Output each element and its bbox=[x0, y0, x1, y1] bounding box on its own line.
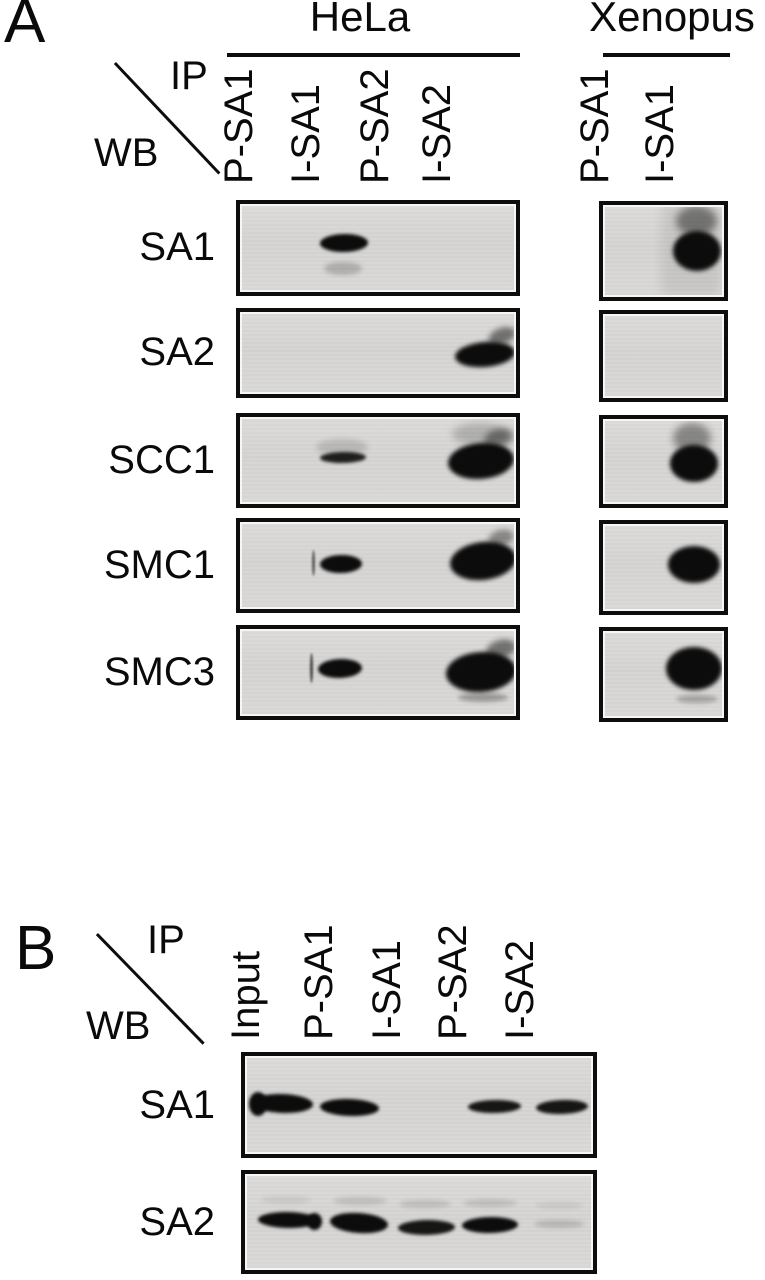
blot-a-hela-SCC1 bbox=[236, 413, 520, 508]
membrane-a-hela-SMC1 bbox=[242, 524, 514, 607]
band-SA2-P-SA1 bbox=[329, 1211, 389, 1235]
band-SA1-I-SA1 bbox=[673, 231, 721, 271]
membrane-a-xenopus-SCC1 bbox=[605, 421, 722, 502]
wb-row-label-SCC1: SCC1 bbox=[108, 438, 215, 482]
blot-b-SA1 bbox=[241, 1052, 597, 1158]
band-SMC1-I-SA1 bbox=[312, 550, 315, 576]
band-SCC1-I-SA2 bbox=[446, 440, 514, 482]
blot-a-xenopus-SMC3 bbox=[599, 627, 728, 722]
panel-a-ip-label: IP bbox=[170, 54, 208, 98]
panel-a-letter: A bbox=[4, 0, 46, 56]
band-SA1-I-SA2 bbox=[535, 1099, 589, 1115]
lane-label-hela-P-SA2: P-SA2 bbox=[353, 68, 397, 184]
hela-underline bbox=[227, 53, 520, 57]
band-SA1-I-SA1 bbox=[319, 233, 369, 253]
band-SA2-Input bbox=[307, 1213, 322, 1230]
band-SMC3-I-SA2 bbox=[458, 693, 508, 702]
blot-a-hela-SMC3 bbox=[236, 625, 520, 720]
xenopus-underline bbox=[603, 53, 730, 57]
blot-a-xenopus-SA2 bbox=[599, 310, 728, 402]
wb-row-label-SA1: SA1 bbox=[139, 225, 215, 269]
membrane-a-xenopus-SMC1 bbox=[605, 526, 722, 609]
lane-label-hela-I-SA1: I-SA1 bbox=[284, 83, 328, 184]
lane-label-xenopus-P-SA1: P-SA1 bbox=[573, 68, 617, 184]
wb-row-label-b-SA2: SA2 bbox=[139, 1200, 215, 1244]
band-SMC3-I-SA1 bbox=[317, 658, 363, 679]
blot-a-xenopus-SCC1 bbox=[599, 415, 728, 508]
band-SA2-I-SA1 bbox=[399, 1200, 451, 1208]
band-SA1-P-SA2 bbox=[467, 1099, 522, 1114]
panel-b-wb-label: WB bbox=[86, 1004, 151, 1048]
band-SMC1-I-SA1 bbox=[319, 554, 363, 574]
membrane-a-xenopus-SA1 bbox=[605, 207, 722, 295]
membrane-b-SA2 bbox=[247, 1176, 591, 1268]
wb-row-label-SMC3: SMC3 bbox=[103, 650, 215, 694]
panel-b-letter: B bbox=[15, 914, 57, 983]
blot-b-SA2 bbox=[241, 1170, 597, 1274]
band-SA2-P-SA2 bbox=[461, 1216, 519, 1234]
band-SMC3-I-SA1 bbox=[666, 647, 722, 690]
blot-a-hela-SA1 bbox=[236, 200, 520, 296]
band-SA2-P-SA2 bbox=[463, 1199, 517, 1207]
lane-label-b-Input: Input bbox=[224, 951, 268, 1040]
band-SA2-I-SA2 bbox=[534, 1220, 584, 1228]
panel-a-wb-label: WB bbox=[94, 131, 159, 175]
group-title-hela: HeLa bbox=[309, 0, 411, 40]
band-SA2-Input bbox=[261, 1196, 311, 1204]
panel-b-ip-label: IP bbox=[147, 918, 185, 962]
membrane-b-SA1 bbox=[247, 1058, 591, 1152]
membrane-a-xenopus-SA2 bbox=[605, 316, 722, 396]
membrane-a-hela-SCC1 bbox=[242, 419, 514, 502]
band-SMC3-I-SA1 bbox=[676, 695, 718, 703]
blot-a-xenopus-SMC1 bbox=[599, 520, 728, 615]
membrane-a-hela-SA1 bbox=[242, 206, 514, 290]
band-SA2-I-SA1 bbox=[397, 1219, 456, 1236]
band-SCC1-I-SA2 bbox=[452, 423, 508, 445]
band-SCC1-I-SA1 bbox=[670, 445, 718, 482]
band-SA1-I-SA1 bbox=[324, 262, 362, 275]
lane-label-b-P-SA2: P-SA2 bbox=[431, 924, 475, 1040]
band-SCC1-I-SA1 bbox=[316, 439, 368, 455]
wb-row-label-b-SA1: SA1 bbox=[139, 1083, 215, 1127]
lane-label-hela-P-SA1: P-SA1 bbox=[217, 68, 261, 184]
band-SMC3-I-SA1 bbox=[310, 653, 313, 683]
band-SA2-I-SA2 bbox=[454, 339, 514, 370]
band-SA2-P-SA1 bbox=[333, 1197, 387, 1205]
band-SA2-I-SA2 bbox=[535, 1202, 583, 1209]
blot-a-hela-SMC1 bbox=[236, 518, 520, 613]
band-SCC1-I-SA1 bbox=[319, 451, 367, 464]
band-SMC1-I-SA1 bbox=[668, 546, 720, 583]
wb-row-label-SMC1: SMC1 bbox=[103, 543, 215, 587]
membrane-a-hela-SMC3 bbox=[242, 631, 514, 714]
membrane-a-xenopus-SMC3 bbox=[605, 633, 722, 716]
lane-label-b-P-SA1: P-SA1 bbox=[297, 924, 341, 1040]
group-title-xenopus: Xenopus bbox=[589, 0, 755, 40]
lane-label-b-I-SA2: I-SA2 bbox=[498, 939, 542, 1040]
lane-label-b-I-SA1: I-SA1 bbox=[365, 939, 409, 1040]
band-SA1-P-SA1 bbox=[319, 1097, 380, 1118]
membrane-a-hela-SA2 bbox=[242, 314, 514, 392]
blot-a-xenopus-SA1 bbox=[599, 201, 728, 301]
lane-label-hela-I-SA2: I-SA2 bbox=[415, 83, 459, 184]
lane-label-xenopus-I-SA1: I-SA1 bbox=[638, 83, 682, 184]
blot-a-hela-SA2 bbox=[236, 308, 520, 398]
wb-row-label-SA2: SA2 bbox=[139, 330, 215, 374]
